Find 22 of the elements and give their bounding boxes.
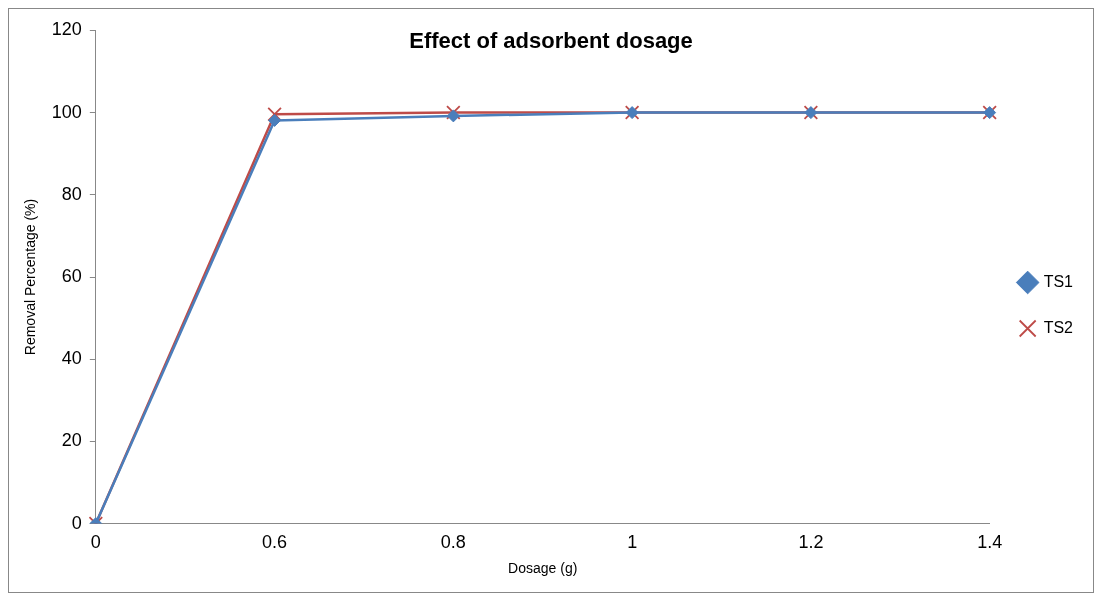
point — [446, 109, 460, 123]
x-tick-label: 1 — [627, 532, 638, 553]
point — [446, 105, 461, 120]
y-tick-label: 40 — [61, 348, 82, 369]
y-tick-label: 0 — [71, 512, 82, 533]
x-tick-label: 1.4 — [977, 532, 1003, 553]
y-axis-title: Removal Percentage (%) — [22, 198, 39, 356]
y-tick-label: 120 — [51, 19, 82, 40]
y-tick-label: 80 — [61, 183, 82, 204]
point — [267, 106, 282, 122]
x-tick-label: 0 — [90, 532, 101, 553]
y-tick-label: 100 — [51, 101, 82, 122]
x-axis-title: Dosage (g) — [508, 560, 578, 577]
x-tick-label: 0.6 — [262, 532, 288, 553]
point — [268, 113, 282, 127]
x-tick-label: 0.8 — [440, 532, 466, 553]
y-tick-label: 20 — [61, 430, 82, 451]
legend-label: TS1 — [1043, 272, 1074, 290]
y-tick-label: 60 — [61, 265, 82, 286]
legend-label: TS2 — [1043, 318, 1074, 336]
chart-title: Effect of adsorbent dosage — [409, 28, 693, 54]
x-tick-label: 1.2 — [798, 532, 824, 553]
